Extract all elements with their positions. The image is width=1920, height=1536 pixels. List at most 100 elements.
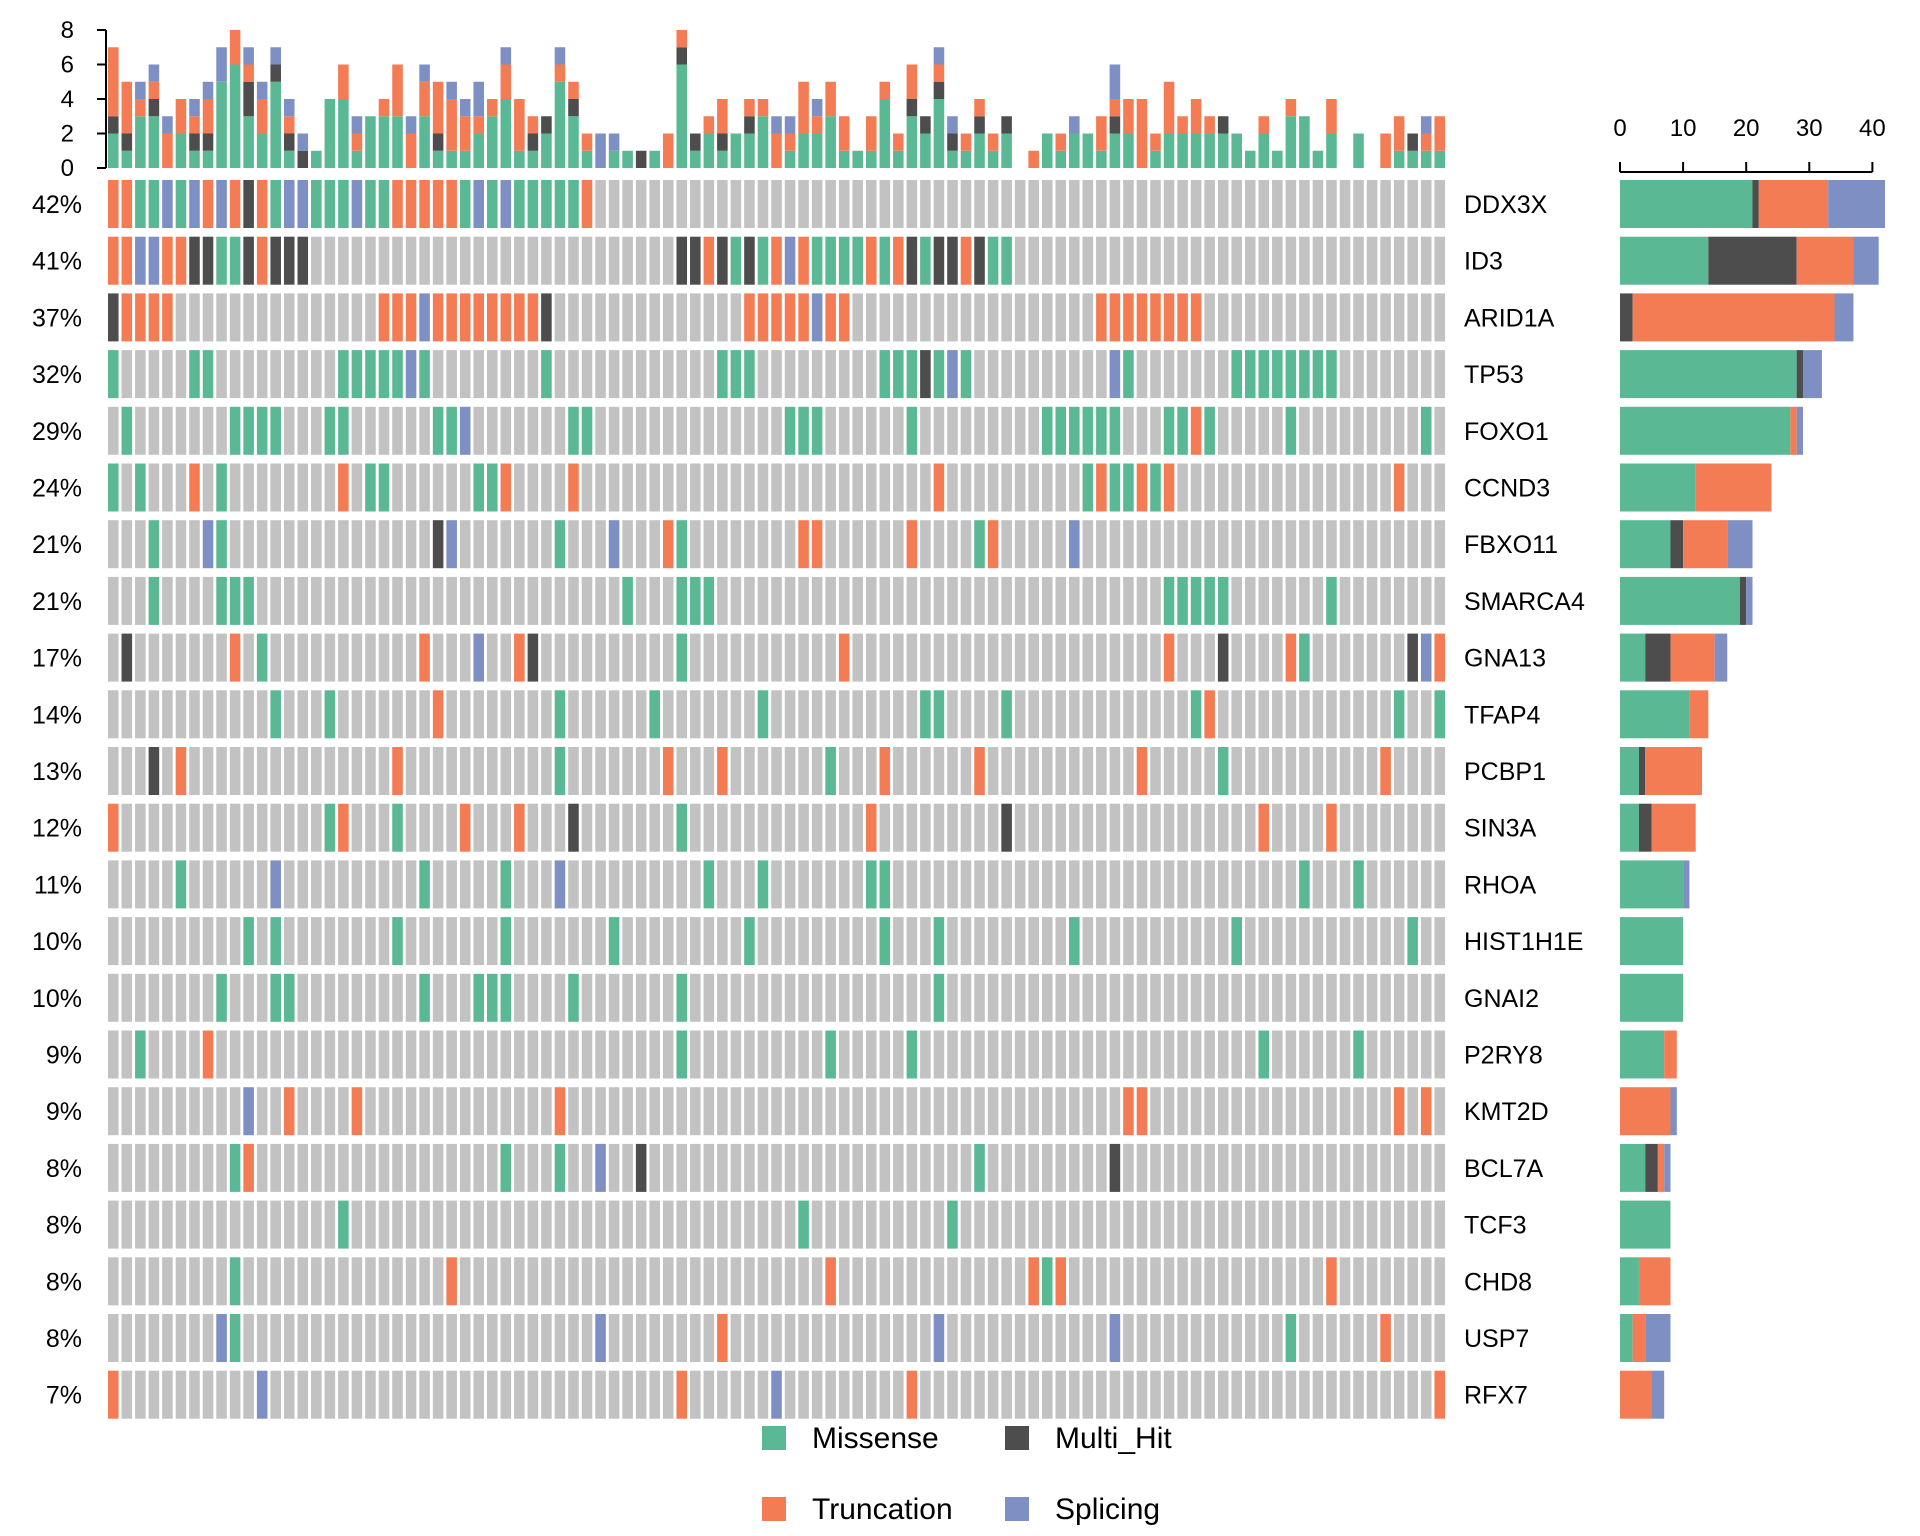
sample-bar-segment (1177, 116, 1188, 134)
matrix-cell (771, 747, 782, 795)
matrix-cell (108, 520, 119, 569)
matrix-cell (649, 1200, 660, 1249)
matrix-cell (229, 690, 241, 739)
matrix-cell (893, 520, 904, 569)
matrix-cell (243, 406, 254, 455)
matrix-cell (717, 180, 728, 228)
matrix-cell (419, 520, 430, 569)
matrix-cell (920, 406, 931, 455)
matrix-cell (162, 1143, 173, 1192)
sample-bar-segment (459, 150, 471, 168)
sample-bar-segment (1136, 99, 1148, 168)
matrix-cell (1366, 180, 1378, 228)
sample-bar-segment (135, 116, 146, 168)
matrix-cell (730, 917, 742, 966)
matrix-cell (1217, 690, 1229, 739)
matrix-cell (500, 520, 512, 569)
matrix-cell (1299, 1200, 1310, 1249)
matrix-cell (1407, 576, 1418, 625)
matrix-cell (1082, 1200, 1094, 1249)
gene-name-label: PCBP1 (1464, 758, 1546, 786)
matrix-cell (662, 1200, 674, 1249)
matrix-cell (1272, 1143, 1283, 1192)
matrix-cell (1339, 520, 1351, 569)
matrix-cell (283, 1143, 295, 1192)
matrix-cell (351, 1314, 363, 1362)
matrix-cell (338, 1200, 349, 1249)
matrix-cell (324, 747, 336, 795)
matrix-cell (1190, 1143, 1202, 1192)
matrix-cell (635, 180, 647, 228)
matrix-cell (987, 1314, 999, 1362)
matrix-cell (1339, 917, 1351, 966)
matrix-cell (1217, 576, 1229, 625)
matrix-cell (622, 1314, 633, 1362)
sample-bar-segment (1434, 116, 1446, 151)
matrix-cell (1312, 1370, 1324, 1419)
matrix-cell (960, 973, 972, 1022)
matrix-cell (432, 293, 444, 342)
matrix-cell (541, 1200, 552, 1249)
matrix-cell (1014, 690, 1026, 739)
sample-bar-segment (960, 150, 972, 168)
matrix-cell (1163, 633, 1175, 682)
matrix-cell (622, 690, 633, 739)
sample-bar-segment (486, 99, 498, 117)
matrix-cell (662, 463, 674, 512)
matrix-cell (920, 1030, 931, 1079)
gene-name-label: P2RY8 (1464, 1042, 1543, 1070)
matrix-cell (879, 1143, 891, 1192)
matrix-cell (459, 1200, 471, 1249)
matrix-cell (1231, 463, 1242, 512)
matrix-cell (541, 747, 552, 795)
matrix-cell (256, 973, 268, 1022)
matrix-cell (405, 803, 417, 852)
matrix-cell (987, 690, 999, 739)
gene-bar-segment (1714, 633, 1728, 682)
matrix-cell (297, 1314, 309, 1362)
matrix-cell (351, 747, 363, 795)
matrix-cell (338, 1030, 349, 1079)
matrix-cell (1190, 1087, 1202, 1136)
sample-bar-segment (446, 150, 457, 168)
matrix-cell (717, 917, 728, 966)
matrix-cell (1326, 1314, 1337, 1362)
matrix-cell (933, 1087, 945, 1136)
matrix-cell (893, 1257, 904, 1306)
matrix-cell (1055, 406, 1067, 455)
matrix-cell (527, 1257, 539, 1306)
matrix-cell (1204, 1143, 1215, 1192)
matrix-cell (608, 1314, 620, 1362)
matrix-cell (933, 747, 945, 795)
matrix-cell (148, 576, 160, 625)
matrix-cell (987, 520, 999, 569)
matrix-cell (825, 917, 836, 966)
matrix-cell (446, 917, 457, 966)
matrix-cell (243, 1370, 254, 1419)
matrix-cell (378, 1257, 390, 1306)
sample-bar-segment (189, 116, 200, 134)
sample-bar-segment (1082, 133, 1094, 168)
matrix-cell (798, 1200, 809, 1249)
matrix-cell (1326, 236, 1337, 285)
matrix-cell (879, 917, 891, 966)
matrix-cell (554, 973, 566, 1022)
matrix-cell (1380, 236, 1391, 285)
matrix-cell (865, 917, 877, 966)
matrix-cell (216, 917, 227, 966)
matrix-cell (1001, 463, 1012, 512)
matrix-cell (1109, 520, 1121, 569)
matrix-cell (581, 1087, 593, 1136)
matrix-cell (405, 1200, 417, 1249)
matrix-cell (1258, 576, 1270, 625)
sample-bar-segment (514, 150, 525, 168)
gene-bar-segment (1620, 1143, 1646, 1192)
matrix-cell (1258, 690, 1270, 739)
matrix-cell (987, 576, 999, 625)
matrix-cell (635, 803, 647, 852)
matrix-cell (1420, 463, 1432, 512)
matrix-cell (1177, 1143, 1188, 1192)
matrix-cell (1001, 350, 1012, 399)
matrix-cell (1014, 1087, 1026, 1136)
